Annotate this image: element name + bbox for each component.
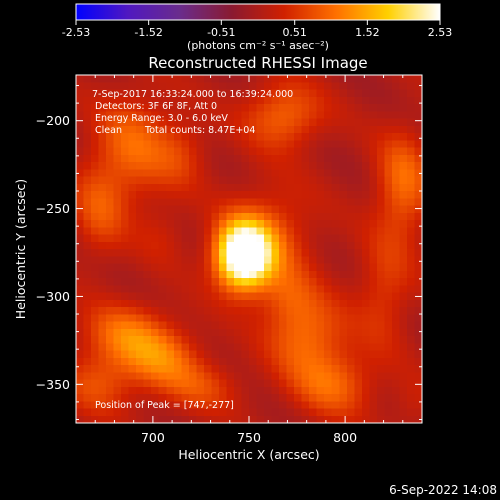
colorbar-tick-label: -2.53: [62, 26, 90, 39]
colorbar-tick-label: -1.52: [134, 26, 162, 39]
colorbar-ticks: -2.53 -1.52 -0.51 0.51 1.52 2.53: [62, 20, 452, 39]
x-axis: 700 750 800: [75, 75, 423, 445]
y-tick-label: −250: [36, 201, 70, 216]
heatmap-image: [76, 75, 422, 423]
annotation-total-counts: Total counts: 8.47E+04: [144, 125, 255, 136]
y-tick-label: −350: [36, 377, 70, 392]
colorbar-units-label: (photons cm⁻² s⁻¹ asec⁻²): [187, 39, 329, 52]
chart-title: Reconstructed RHESSI Image: [148, 54, 367, 72]
colorbar-tick-label: 2.53: [428, 26, 453, 39]
heatmap-raster: [76, 75, 422, 423]
colorbar-tick-label: 1.52: [355, 26, 380, 39]
colorbar-gradient: [75, 3, 441, 21]
x-tick-label: 800: [333, 430, 357, 445]
footer-timestamp: 6-Sep-2022 14:08: [389, 483, 497, 497]
y-axis: −200 −250 −300 −350: [36, 85, 422, 420]
y-axis-label: Heliocentric Y (arcsec): [13, 179, 28, 319]
observation-annotations: 7-Sep-2017 16:33:24.000 to 16:39:24.000 …: [92, 89, 293, 411]
annotation-peak-position: Position of Peak = [747,-277]: [95, 400, 234, 411]
colorbar-tick-label: -0.51: [207, 26, 235, 39]
annotation-detectors: Detectors: 3F 6F 8F, Att 0: [95, 101, 217, 112]
y-tick-label: −200: [36, 113, 70, 128]
x-tick-label: 750: [237, 430, 261, 445]
annotation-energy-range: Energy Range: 3.0 - 6.0 keV: [95, 113, 228, 124]
y-tick-label: −300: [36, 289, 70, 304]
x-tick-label: 700: [141, 430, 165, 445]
x-axis-label: Heliocentric X (arcsec): [178, 447, 319, 462]
annotation-time-range: 7-Sep-2017 16:33:24.000 to 16:39:24.000: [92, 89, 293, 100]
annotation-clean: Clean: [95, 125, 122, 136]
colorbar: -2.53 -1.52 -0.51 0.51 1.52 2.53 (photons cm⁻…: [62, 3, 452, 52]
colorbar-tick-label: 0.51: [282, 26, 307, 39]
